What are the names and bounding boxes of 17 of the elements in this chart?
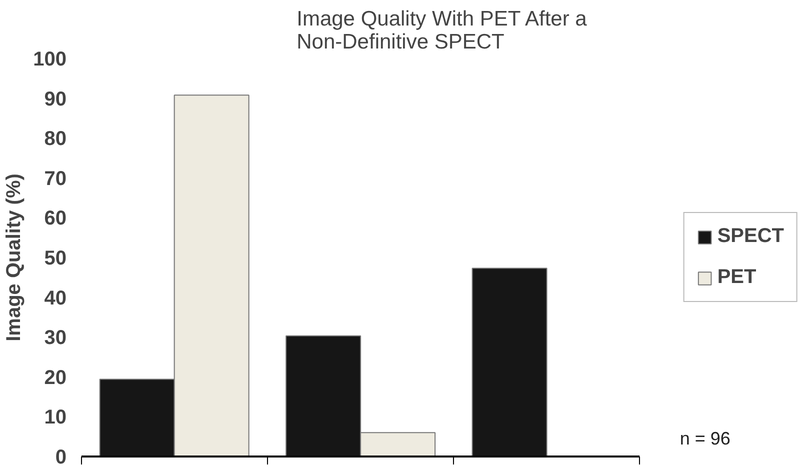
y-tick-label: 80	[44, 128, 67, 150]
y-tick-label: 10	[44, 406, 67, 429]
y-tick-label: 60	[44, 208, 67, 230]
bar	[472, 268, 548, 456]
legend-label: PET	[717, 266, 756, 289]
y-tick-label: 90	[44, 88, 67, 110]
text: n = 96	[680, 428, 730, 449]
y-tick-label: 70	[44, 168, 67, 190]
y-tick-label: 50	[44, 248, 67, 270]
chart-title: Image Quality With PET After a Non-Definitive SPECT	[296, 8, 588, 54]
y-tick-label: 0	[55, 446, 66, 468]
y-tick-label: 40	[44, 287, 67, 310]
legend-label: SPECT	[717, 225, 784, 248]
y-axis-title: Image Quality (%)	[3, 174, 26, 342]
y-tick-label: 20	[44, 366, 67, 389]
y-tick-label: 100	[33, 48, 67, 70]
y-tick-label: 30	[44, 327, 67, 350]
